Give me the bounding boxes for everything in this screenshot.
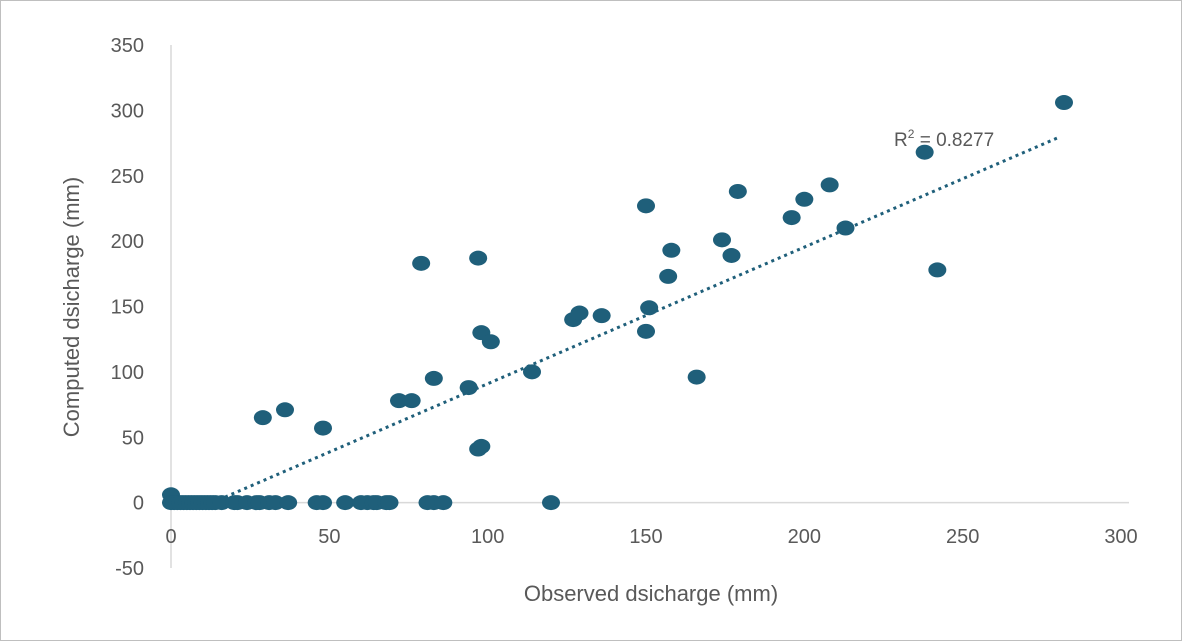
data-point <box>314 420 332 436</box>
x-tick-label: 50 <box>318 526 340 548</box>
y-tick-label: 350 <box>111 35 144 57</box>
data-point <box>820 177 839 193</box>
data-point <box>542 495 560 511</box>
r-squared-superscript: 2 <box>908 127 915 141</box>
data-point <box>662 242 681 258</box>
r-squared-annotation: R2 = 0.8277 <box>894 127 994 151</box>
data-point <box>728 183 747 199</box>
data-point <box>276 402 294 418</box>
data-point <box>469 250 488 266</box>
tick-labels: -50 0 50 100 150 200 250 300 350 0 50 100 150 200 250 3… <box>111 35 1138 580</box>
data-point <box>481 334 500 350</box>
data-point <box>928 262 947 278</box>
y-tick-label: 200 <box>111 231 144 253</box>
y-axis-title: Computed dsicharge (mm) <box>59 177 84 437</box>
y-tick-label: 0 <box>133 493 144 515</box>
data-point <box>424 370 443 386</box>
data-points <box>162 95 1073 511</box>
x-tick-label: 0 <box>165 526 176 548</box>
data-point <box>659 268 678 284</box>
data-point <box>472 438 491 454</box>
data-point <box>1055 95 1073 111</box>
data-point <box>380 495 399 511</box>
data-point <box>915 144 934 160</box>
data-point <box>402 393 421 409</box>
data-point <box>637 323 655 339</box>
data-point <box>459 380 478 396</box>
data-point <box>266 495 285 511</box>
y-tick-label: 150 <box>111 297 144 319</box>
data-point <box>782 210 801 226</box>
data-point <box>640 300 659 316</box>
y-tick-label: 300 <box>111 100 144 122</box>
data-point <box>687 369 706 385</box>
data-point <box>523 364 541 380</box>
data-point <box>434 495 453 511</box>
data-point <box>253 410 272 426</box>
x-tick-label: 250 <box>946 526 979 548</box>
x-tick-label: 200 <box>788 526 821 548</box>
data-point <box>713 232 731 248</box>
x-tick-label: 150 <box>629 526 662 548</box>
data-point <box>336 495 355 511</box>
x-tick-label: 100 <box>471 526 504 548</box>
linear-trendline <box>211 136 1059 505</box>
x-tick-label: 300 <box>1104 526 1137 548</box>
y-tick-label: 50 <box>122 427 144 449</box>
data-point <box>390 393 408 409</box>
data-point <box>592 308 611 324</box>
data-point <box>314 495 332 511</box>
data-point <box>795 191 814 207</box>
data-point <box>279 495 298 511</box>
y-tick-label: -50 <box>115 558 144 580</box>
x-axis-title: Observed dsicharge (mm) <box>524 581 778 606</box>
data-point <box>570 305 589 321</box>
data-point <box>637 198 655 214</box>
trendline-layer <box>211 136 1059 505</box>
y-tick-label: 100 <box>111 362 144 384</box>
y-tick-label: 250 <box>111 166 144 188</box>
data-point <box>836 220 855 236</box>
data-point <box>212 495 231 511</box>
data-point <box>412 255 431 271</box>
data-point <box>722 248 741 264</box>
